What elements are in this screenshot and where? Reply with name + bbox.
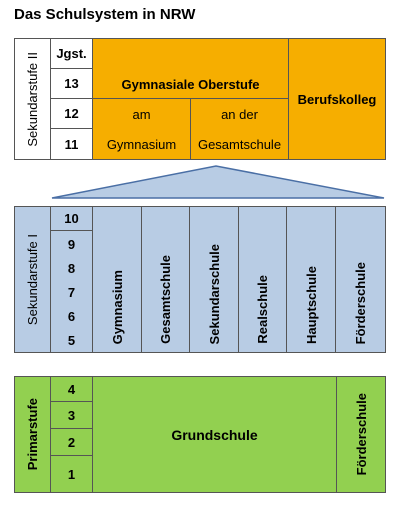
foerderschule-primar-label: Förderschule — [353, 393, 369, 476]
grade-2: 2 — [50, 428, 93, 456]
school-sekundarschule: Sekundarschule — [189, 206, 239, 353]
am-label: am — [132, 106, 151, 122]
school-realschule-label: Realschule — [255, 275, 270, 344]
grade-6: 6 — [67, 308, 76, 324]
school-realschule: Realschule — [238, 206, 287, 353]
grade-5: 5 — [67, 332, 76, 348]
transition-triangle — [51, 165, 385, 199]
grade-13: 13 — [50, 68, 93, 99]
grade-3: 3 — [50, 401, 93, 429]
school-sekundarschule-label: Sekundarschule — [206, 243, 222, 344]
school-gesamtschule-label: Gesamtschule — [158, 255, 173, 344]
sek1-grade-column: 10 9 8 7 6 5 — [50, 206, 93, 353]
school-gymnasium-label: Gymnasium — [109, 269, 125, 344]
oberstufe-divider-v — [190, 98, 191, 159]
foerderschule-primar-block: Förderschule — [336, 376, 386, 493]
grade-1: 1 — [50, 455, 93, 493]
grade-7: 7 — [67, 284, 76, 300]
grade-10: 10 — [51, 207, 92, 231]
gymnasiale-oberstufe-label: Gymnasiale Oberstufe — [121, 76, 260, 92]
school-hauptschule: Hauptschule — [286, 206, 336, 353]
school-foerderschule-sek1: Förderschule — [335, 206, 386, 353]
grade-12: 12 — [50, 98, 93, 129]
berufskolleg-block: Berufskolleg — [288, 38, 386, 160]
school-gymnasium: Gymnasium — [92, 206, 142, 353]
primar-label-cell: Primarstufe — [14, 376, 51, 493]
sek1-label-cell: Sekundarstufe I — [14, 206, 51, 353]
gymnasium-sek2-label: Gymnasium — [106, 136, 177, 152]
grade-9: 9 — [67, 236, 76, 252]
an-der-label: an der — [221, 106, 258, 122]
school-hauptschule-label: Hauptschule — [303, 265, 319, 344]
jgst-header: Jgst. — [50, 38, 93, 69]
sek2-label: Sekundarstufe II — [25, 51, 40, 147]
sek1-label: Sekundarstufe I — [25, 233, 40, 326]
grade-11: 11 — [50, 128, 93, 160]
grade-4: 4 — [50, 376, 93, 402]
school-foerderschule-sek1-label: Förderschule — [353, 261, 368, 344]
grundschule-label: Grundschule — [171, 426, 258, 443]
berufskolleg-label: Berufskolleg — [297, 91, 377, 107]
grade-8: 8 — [67, 260, 76, 276]
primar-label: Primarstufe — [25, 398, 40, 471]
page-title: Das Schulsystem in NRW — [14, 6, 196, 23]
gymnasiale-oberstufe-block: Gymnasiale Oberstufe am Gymnasium an der… — [92, 38, 289, 160]
sek2-label-cell: Sekundarstufe II — [14, 38, 51, 160]
school-gesamtschule: Gesamtschule — [141, 206, 190, 353]
grundschule-block: Grundschule — [92, 376, 337, 493]
gesamtschule-sek2-label: Gesamtschule — [197, 136, 282, 152]
